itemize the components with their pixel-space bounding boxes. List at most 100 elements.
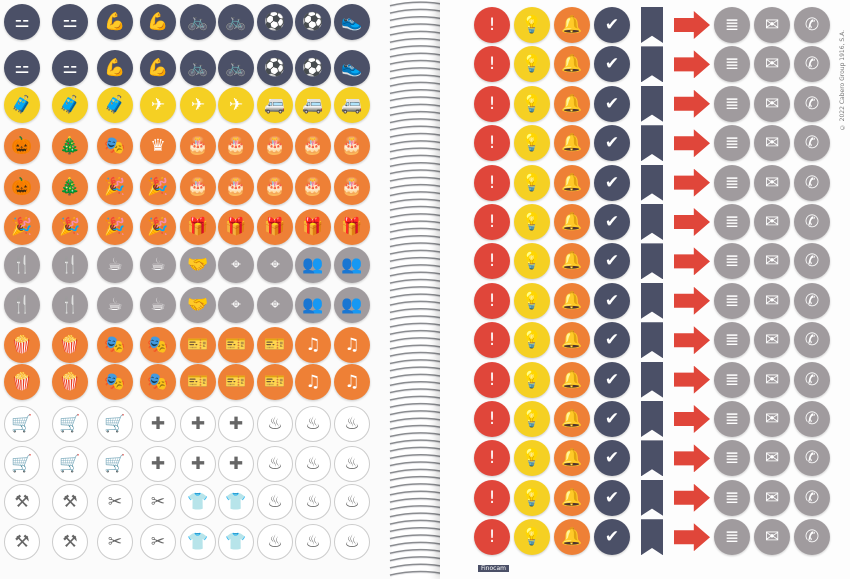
coffee-sticker: ☕ bbox=[97, 247, 133, 283]
document-sticker: ≣ bbox=[714, 519, 750, 556]
popcorn-sticker: 🍿 bbox=[52, 364, 88, 400]
envelope-sticker: ✉ bbox=[754, 322, 790, 359]
phone-sticker: ✆ bbox=[794, 85, 830, 122]
ribbon-sticker bbox=[641, 282, 663, 319]
ball-sticker: ⚽ bbox=[295, 50, 331, 86]
muscle-sticker: 💪 bbox=[97, 50, 133, 86]
document-sticker: ≣ bbox=[714, 479, 750, 516]
popcorn-sticker: 🍿 bbox=[4, 364, 40, 400]
bell-sticker: 🔔 bbox=[554, 46, 590, 83]
check-sticker: ✔ bbox=[594, 164, 630, 201]
music-sticker: ♫ bbox=[295, 327, 331, 363]
bell-sticker: 🔔 bbox=[554, 204, 590, 240]
suitcase-sticker: 🧳 bbox=[4, 87, 40, 123]
phone-sticker: ✆ bbox=[794, 479, 830, 516]
document-sticker: ≣ bbox=[714, 361, 750, 398]
document-sticker: ≣ bbox=[714, 204, 750, 240]
lightbulb-sticker: 💡 bbox=[514, 164, 550, 201]
music-sticker: ♫ bbox=[334, 327, 370, 363]
bell-sticker: 🔔 bbox=[554, 125, 590, 162]
ribbon-sticker bbox=[641, 164, 663, 201]
lightbulb-sticker: 💡 bbox=[514, 440, 550, 477]
lightbulb-sticker: 💡 bbox=[514, 125, 550, 162]
check-sticker: ✔ bbox=[594, 440, 630, 477]
cutlery-sticker: 🍴 bbox=[4, 287, 40, 323]
check-sticker: ✔ bbox=[594, 282, 630, 319]
crown-sticker: ♛ bbox=[140, 128, 176, 164]
bell-sticker: 🔔 bbox=[554, 7, 590, 43]
laundry-sticker: 👕 bbox=[218, 524, 254, 560]
ball-sticker: ⚽ bbox=[257, 50, 293, 86]
document-sticker: ≣ bbox=[714, 125, 750, 162]
document-sticker: ≣ bbox=[714, 46, 750, 83]
ticket-sticker: 🎫 bbox=[180, 364, 216, 400]
ribbon-sticker bbox=[641, 361, 663, 398]
lightbulb-sticker: 💡 bbox=[514, 282, 550, 319]
pot-sticker: ♨ bbox=[257, 406, 293, 442]
arrow-sticker bbox=[674, 444, 710, 473]
bell-sticker: 🔔 bbox=[554, 282, 590, 319]
phone-sticker: ✆ bbox=[794, 361, 830, 398]
pot-sticker: ♨ bbox=[295, 484, 331, 520]
lightbulb-sticker: 💡 bbox=[514, 243, 550, 280]
cake-sticker: 🎂 bbox=[180, 128, 216, 164]
ticket-sticker: 🎫 bbox=[218, 327, 254, 363]
confetti-sticker: 🎉 bbox=[97, 169, 133, 205]
document-sticker: ≣ bbox=[714, 401, 750, 437]
pot-sticker: ♨ bbox=[334, 446, 370, 482]
cutlery-sticker: 🍴 bbox=[4, 247, 40, 283]
tools-sticker: ⚒ bbox=[52, 524, 88, 560]
tree-sticker: 🎄 bbox=[52, 128, 88, 164]
ribbon-sticker bbox=[641, 85, 663, 122]
confetti-sticker: 🎉 bbox=[140, 169, 176, 205]
scissors-sticker: ✂ bbox=[140, 484, 176, 520]
check-sticker: ✔ bbox=[594, 479, 630, 516]
location-sticker: ⌖ bbox=[218, 247, 254, 283]
arrow-sticker bbox=[674, 483, 710, 512]
ticket-sticker: 🎫 bbox=[218, 364, 254, 400]
cross-sticker: ✚ bbox=[180, 406, 216, 442]
group-sticker: 👥 bbox=[295, 287, 331, 323]
pot-sticker: ♨ bbox=[334, 524, 370, 560]
envelope-sticker: ✉ bbox=[754, 204, 790, 240]
pumpkin-sticker: 🎃 bbox=[4, 169, 40, 205]
theater-sticker: 🎭 bbox=[97, 364, 133, 400]
cart-sticker: 🛒 bbox=[97, 446, 133, 482]
pot-sticker: ♨ bbox=[257, 524, 293, 560]
pot-sticker: ♨ bbox=[334, 484, 370, 520]
shoe-sticker: 👟 bbox=[334, 4, 370, 40]
plane-sticker: ✈ bbox=[180, 87, 216, 123]
phone-sticker: ✆ bbox=[794, 204, 830, 240]
envelope-sticker: ✉ bbox=[754, 479, 790, 516]
envelope-sticker: ✉ bbox=[754, 440, 790, 477]
suitcase-sticker: 🧳 bbox=[97, 87, 133, 123]
location-sticker: ⌖ bbox=[257, 247, 293, 283]
check-sticker: ✔ bbox=[594, 125, 630, 162]
gift-sticker: 🎁 bbox=[218, 209, 254, 245]
check-sticker: ✔ bbox=[594, 243, 630, 280]
phone-sticker: ✆ bbox=[794, 282, 830, 319]
laundry-sticker: 👕 bbox=[218, 484, 254, 520]
envelope-sticker: ✉ bbox=[754, 125, 790, 162]
cake-sticker: 🎂 bbox=[295, 128, 331, 164]
bell-sticker: 🔔 bbox=[554, 85, 590, 122]
phone-sticker: ✆ bbox=[794, 243, 830, 280]
pot-sticker: ♨ bbox=[257, 446, 293, 482]
cake-sticker: 🎂 bbox=[295, 169, 331, 205]
bell-sticker: 🔔 bbox=[554, 440, 590, 477]
copyright-text: © 2022 Cabero Group 1916, S.A. bbox=[839, 30, 846, 131]
group-sticker: 👥 bbox=[295, 247, 331, 283]
theater-sticker: 🎭 bbox=[140, 364, 176, 400]
left-sticker-page: ⚍ ⚍ 💪 💪 🚲 🚲 ⚽ ⚽ 👟 ⚍ ⚍ 💪 💪 🚲 🚲 ⚽ ⚽ 👟 🧳 🧳 🧳 ✈ ✈ ✈ 🚐 🚐 🚐 🎃 🎄 🎭 ♛ 🎂 🎂 🎂 🎂 🎂 🎃 🎄 🎉 🎉… bbox=[0, 0, 392, 579]
ball-sticker: ⚽ bbox=[257, 4, 293, 40]
exclamation-sticker: ! bbox=[474, 479, 510, 516]
document-sticker: ≣ bbox=[714, 243, 750, 280]
envelope-sticker: ✉ bbox=[754, 7, 790, 43]
music-sticker: ♫ bbox=[295, 364, 331, 400]
check-sticker: ✔ bbox=[594, 361, 630, 398]
ribbon-sticker bbox=[641, 519, 663, 556]
lightbulb-sticker: 💡 bbox=[514, 361, 550, 398]
exclamation-sticker: ! bbox=[474, 164, 510, 201]
group-sticker: 👥 bbox=[334, 247, 370, 283]
ball-sticker: ⚽ bbox=[295, 4, 331, 40]
